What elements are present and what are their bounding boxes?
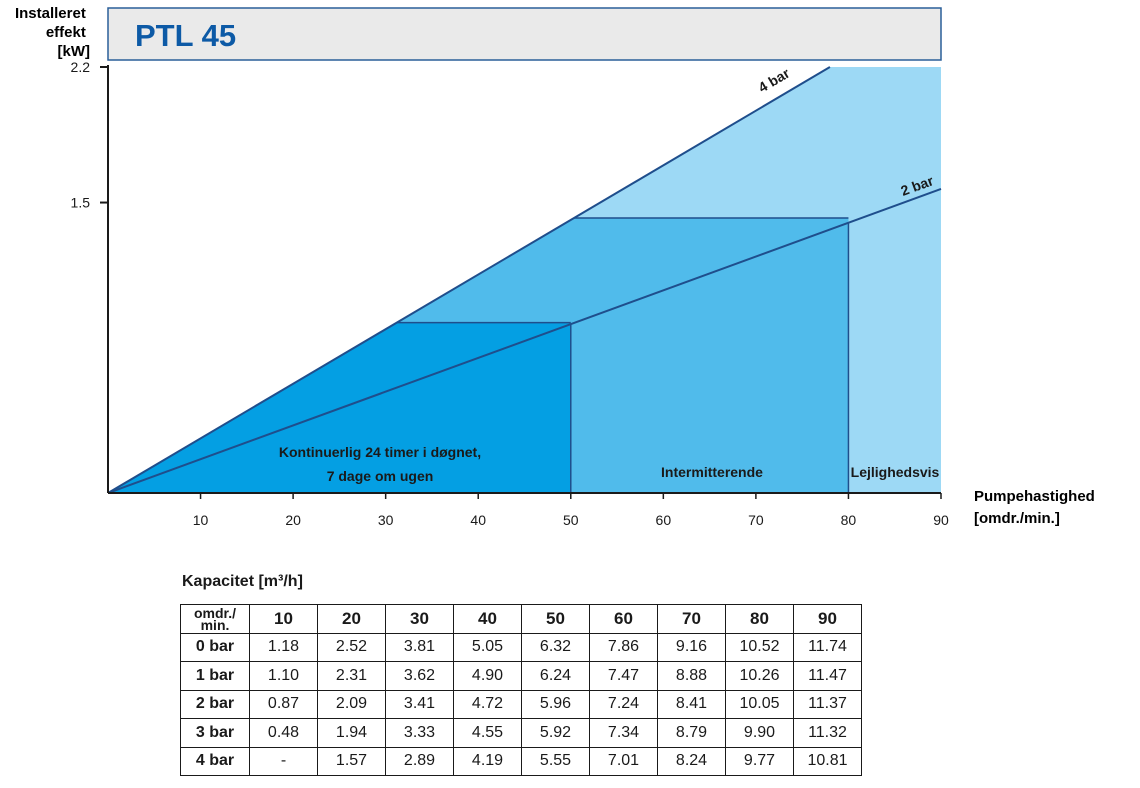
table-cell: 10.52 <box>725 632 794 662</box>
table-cell: - <box>249 746 318 776</box>
table-cell: 0.48 <box>249 718 318 748</box>
x-tick-label: 80 <box>841 512 857 528</box>
table-cell: 3.81 <box>385 632 454 662</box>
table-cell: 2.09 <box>317 689 386 719</box>
table-cell: 8.88 <box>657 661 726 691</box>
column-header: 10 <box>249 604 318 634</box>
series-line-2bar <box>107 188 942 494</box>
table-cell: 7.86 <box>589 632 658 662</box>
row-header: 0 bar <box>180 632 250 662</box>
x-tick-label: 70 <box>748 512 764 528</box>
table-cell: 11.37 <box>793 689 862 719</box>
x-axis-label-line: [omdr./min.] <box>974 510 1060 527</box>
series-label-4bar: 4 bar <box>755 65 792 96</box>
column-header: 40 <box>453 604 522 634</box>
table-cell: 4.72 <box>453 689 522 719</box>
table-cell: 4.55 <box>453 718 522 748</box>
table-cell: 1.18 <box>249 632 318 662</box>
title-box <box>107 7 942 61</box>
table-cell: 10.26 <box>725 661 794 691</box>
table-cell: 9.90 <box>725 718 794 748</box>
column-header: 90 <box>793 604 862 634</box>
table-cell: 5.96 <box>521 689 590 719</box>
power-chart: PTL 45 Installeret effekt [kW] Pumpehast… <box>15 5 1099 528</box>
table-cell: 8.24 <box>657 746 726 776</box>
corner-label-line: min. <box>200 616 230 633</box>
x-tick-label: 60 <box>656 512 672 528</box>
table-row: 1 bar 1.10 2.31 3.62 4.90 6.24 7.47 8.88 10.26 11… <box>180 661 862 691</box>
table-cell: 9.77 <box>725 746 794 776</box>
row-header: 3 bar <box>180 718 250 748</box>
x-axis-label: Pumpehastighed [omdr./min.] <box>974 488 1099 527</box>
zone-label-line: Kontinuerlig 24 timer i døgnet, <box>279 444 481 460</box>
zone-label-line: 7 dage om ugen <box>327 468 434 484</box>
zone-label-occasional: Lejlighedsvis <box>851 464 940 480</box>
table-row: 2 bar 0.87 2.09 3.41 4.72 5.96 7.24 8.41 10.05 11… <box>180 689 862 719</box>
x-tick-label: 20 <box>285 512 301 528</box>
table-corner-label: omdr./min. <box>180 604 250 634</box>
table-cell: 10.81 <box>793 746 862 776</box>
row-header: 2 bar <box>180 689 250 719</box>
y-tick-label: 2.2 <box>71 59 91 75</box>
table-cell: 11.32 <box>793 718 862 748</box>
table-cell: 3.33 <box>385 718 454 748</box>
x-tick-label: 30 <box>378 512 394 528</box>
column-header: 20 <box>317 604 386 634</box>
zone-label-continuous: Kontinuerlig 24 timer i døgnet, 7 dage om… <box>279 444 481 484</box>
column-header: 50 <box>521 604 590 634</box>
table-cell: 6.32 <box>521 632 590 662</box>
table-cell: 2.89 <box>385 746 454 776</box>
y-axis-label-line: effekt <box>46 24 86 41</box>
series-line-4bar <box>107 66 831 494</box>
table-cell: 5.55 <box>521 746 590 776</box>
y-tick-label: 1.5 <box>71 195 91 211</box>
table-cell: 2.52 <box>317 632 386 662</box>
table-cell: 1.10 <box>249 661 318 691</box>
table-row: 3 bar 0.48 1.94 3.33 4.55 5.92 7.34 8.79 9.90 11.… <box>180 718 862 748</box>
table-cell: 7.34 <box>589 718 658 748</box>
column-header: 60 <box>589 604 658 634</box>
corner-label-line: omdr./ <box>193 604 236 621</box>
table-cell: 8.41 <box>657 689 726 719</box>
table-cell: 5.05 <box>453 632 522 662</box>
capacity-table: omdr./min. 10 20 30 40 50 60 70 80 90 0 bar 1.18 2.5… <box>180 604 862 776</box>
table-cell: 1.94 <box>317 718 386 748</box>
table-cell: 7.24 <box>589 689 658 719</box>
table-cell: 0.87 <box>249 689 318 719</box>
table-cell: 10.05 <box>725 689 794 719</box>
x-axis-label-line: Pumpehastighed <box>974 488 1095 505</box>
table-cell: 3.41 <box>385 689 454 719</box>
table-cell: 7.47 <box>589 661 658 691</box>
table-cell: 9.16 <box>657 632 726 662</box>
table-row: 4 bar -1.57 2.89 4.19 5.55 7.01 8.24 9.77 10.81 <box>180 746 862 776</box>
table-cell: 1.57 <box>317 746 386 776</box>
zone-label-intermittent: Intermitterende <box>661 464 763 480</box>
table-cell: 7.01 <box>589 746 658 776</box>
y-axis-label-line: Installeret <box>15 5 86 22</box>
x-tick-label: 50 <box>563 512 579 528</box>
column-header: 70 <box>657 604 726 634</box>
table-cell: 2.31 <box>317 661 386 691</box>
table-header-row: omdr./min. 10 20 30 40 50 60 70 80 90 <box>180 604 862 634</box>
column-header: 80 <box>725 604 794 634</box>
table-cell: 3.62 <box>385 661 454 691</box>
chart-title: PTL 45 <box>135 18 236 53</box>
table-row: 0 bar 1.18 2.52 3.81 5.05 6.32 7.86 9.16 10.52 11… <box>180 632 862 662</box>
table-cell: 5.92 <box>521 718 590 748</box>
row-header: 4 bar <box>180 746 250 776</box>
x-tick-label: 10 <box>193 512 209 528</box>
table-cell: 4.19 <box>453 746 522 776</box>
table-cell: 11.47 <box>793 661 862 691</box>
row-header: 1 bar <box>180 661 250 691</box>
table-cell: 6.24 <box>521 661 590 691</box>
y-axis-label: Installeret effekt [kW] <box>15 5 90 60</box>
column-header: 30 <box>385 604 454 634</box>
table-cell: 11.74 <box>793 632 862 662</box>
y-axis-label-line: [kW] <box>58 43 91 60</box>
x-tick-label: 40 <box>470 512 486 528</box>
x-tick-label: 90 <box>933 512 949 528</box>
capacity-title: Kapacitet [m³/h] <box>182 573 303 590</box>
table-cell: 4.90 <box>453 661 522 691</box>
table-cell: 8.79 <box>657 718 726 748</box>
